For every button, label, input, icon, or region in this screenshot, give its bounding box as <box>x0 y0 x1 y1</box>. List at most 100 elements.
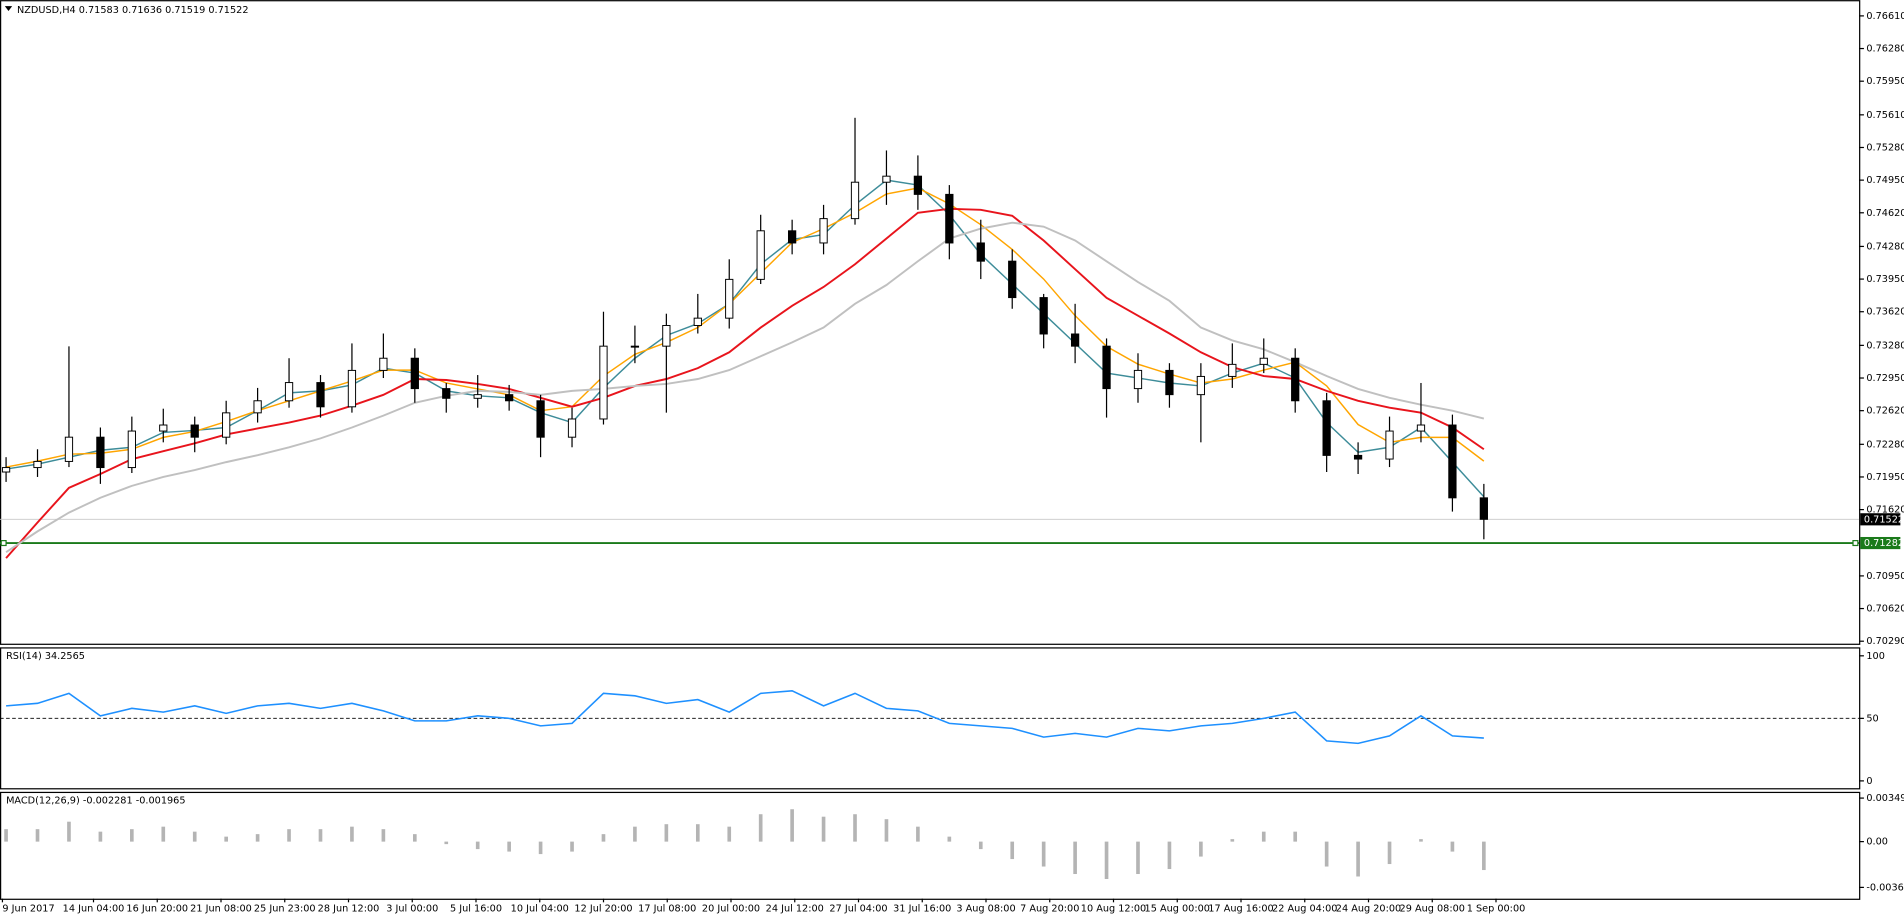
macd-bar <box>1199 841 1203 857</box>
y-tick-label: 0.72620 <box>1866 406 1904 417</box>
candle-body <box>1416 424 1426 432</box>
y-tick-label: 0.70290 <box>1866 636 1904 647</box>
macd-bar <box>1450 841 1455 852</box>
macd-bar <box>381 829 386 842</box>
y-tick-label: -0.003674 <box>1866 882 1904 893</box>
macd-bar <box>884 819 889 842</box>
candle-body <box>442 388 451 399</box>
macd-bar <box>412 834 417 842</box>
candle-body <box>1448 424 1457 499</box>
y-tick-label: 0.74950 <box>1866 175 1904 186</box>
y-tick-label: 0.70950 <box>1866 571 1904 582</box>
macd-bar <box>1387 841 1392 865</box>
macd-bar <box>35 829 40 842</box>
candle-body <box>1196 375 1206 396</box>
macd-bar <box>1419 839 1423 842</box>
x-tick-label: 31 Jul 16:00 <box>893 903 951 914</box>
candle-body <box>96 436 105 469</box>
candle-body <box>316 382 325 408</box>
candle-body <box>505 394 514 402</box>
candle-body <box>410 357 419 390</box>
level-handle <box>1852 540 1859 547</box>
candle-body <box>222 412 231 438</box>
macd-bar <box>758 814 763 842</box>
y-tick-label: 0.74280 <box>1866 241 1904 252</box>
y-tick-label: 0.74620 <box>1866 208 1904 219</box>
macd-bar <box>475 841 480 850</box>
macd-bar <box>695 824 700 842</box>
macd-bar <box>538 841 543 855</box>
candle-body <box>1322 400 1331 456</box>
y-tick-label: 0 <box>1866 776 1872 787</box>
x-tick-label: 3 Aug 08:00 <box>956 903 1015 914</box>
x-tick-label: 14 Jun 04:00 <box>63 903 125 914</box>
macd-bar <box>947 836 952 842</box>
y-tick-label: 0.003495 <box>1866 793 1904 804</box>
macd-bar <box>130 829 134 842</box>
macd-bar <box>444 841 449 845</box>
candle-body <box>347 369 357 408</box>
y-tick-label: 100 <box>1866 651 1885 662</box>
y-tick-label: 0.73950 <box>1866 274 1904 285</box>
main-panel <box>0 0 1861 645</box>
macd-bar <box>287 829 291 842</box>
candle-body <box>253 400 262 414</box>
current-price-label: 0.71522 <box>1864 514 1904 525</box>
candle-body <box>1070 333 1080 347</box>
macd-bar <box>4 829 8 842</box>
candle-body <box>1353 454 1363 460</box>
macd-bar <box>224 836 228 842</box>
candle-body <box>1102 345 1111 390</box>
candle-body <box>1385 430 1394 460</box>
x-tick-label: 7 Aug 20:00 <box>1020 903 1079 914</box>
candle-body <box>1165 369 1174 396</box>
x-tick-label: 24 Aug 20:00 <box>1336 903 1401 914</box>
candle-body <box>662 324 671 347</box>
macd-panel <box>0 791 1861 900</box>
candle-body <box>1008 260 1017 299</box>
macd-bar <box>98 831 103 842</box>
x-tick-label: 27 Jul 04:00 <box>829 903 887 914</box>
candle-body <box>1039 297 1048 335</box>
macd-bar <box>1073 841 1077 875</box>
chart-title: NZDUSD,H4 0.71583 0.71636 0.71519 0.7152… <box>17 5 249 16</box>
candle-body <box>473 394 482 399</box>
macd-bar <box>67 821 71 842</box>
y-tick-label: 0.76610 <box>1866 11 1904 22</box>
macd-bar <box>507 841 511 852</box>
candle-body <box>945 193 954 244</box>
macd-bar <box>853 814 857 842</box>
y-tick-label: 0.72280 <box>1866 439 1904 450</box>
candle-body <box>976 242 985 262</box>
x-tick-label: 1 Sep 00:00 <box>1467 903 1526 914</box>
level-label: 0.71282 <box>1864 538 1904 549</box>
macd-bar <box>633 826 637 842</box>
candle-body <box>127 430 136 469</box>
candle-body <box>1228 363 1237 377</box>
macd-bar <box>727 826 732 842</box>
macd-bar <box>255 834 260 842</box>
x-tick-label: 25 Jun 23:00 <box>254 903 316 914</box>
candle-body <box>284 382 294 402</box>
candle-body <box>693 317 702 326</box>
candle-body <box>536 400 545 438</box>
macd-bar <box>1230 839 1235 842</box>
macd-bar <box>1136 841 1140 875</box>
x-tick-label: 24 Jul 12:00 <box>766 903 824 914</box>
candle-body <box>1291 357 1300 402</box>
x-tick-label: 16 Jun 20:00 <box>126 903 188 914</box>
macd-bar <box>821 816 826 842</box>
y-tick-label: 0.75610 <box>1866 110 1904 121</box>
x-tick-label: 12 Jul 20:00 <box>574 903 632 914</box>
macd-bar <box>161 826 166 842</box>
y-tick-label: 0.75280 <box>1866 142 1904 153</box>
candle-body <box>819 218 828 244</box>
candle-body <box>787 230 797 244</box>
candle-body <box>190 424 199 438</box>
candle-body <box>33 460 42 469</box>
macd-bar <box>192 831 197 842</box>
candle-body <box>64 436 74 462</box>
candle-body <box>1479 497 1488 520</box>
